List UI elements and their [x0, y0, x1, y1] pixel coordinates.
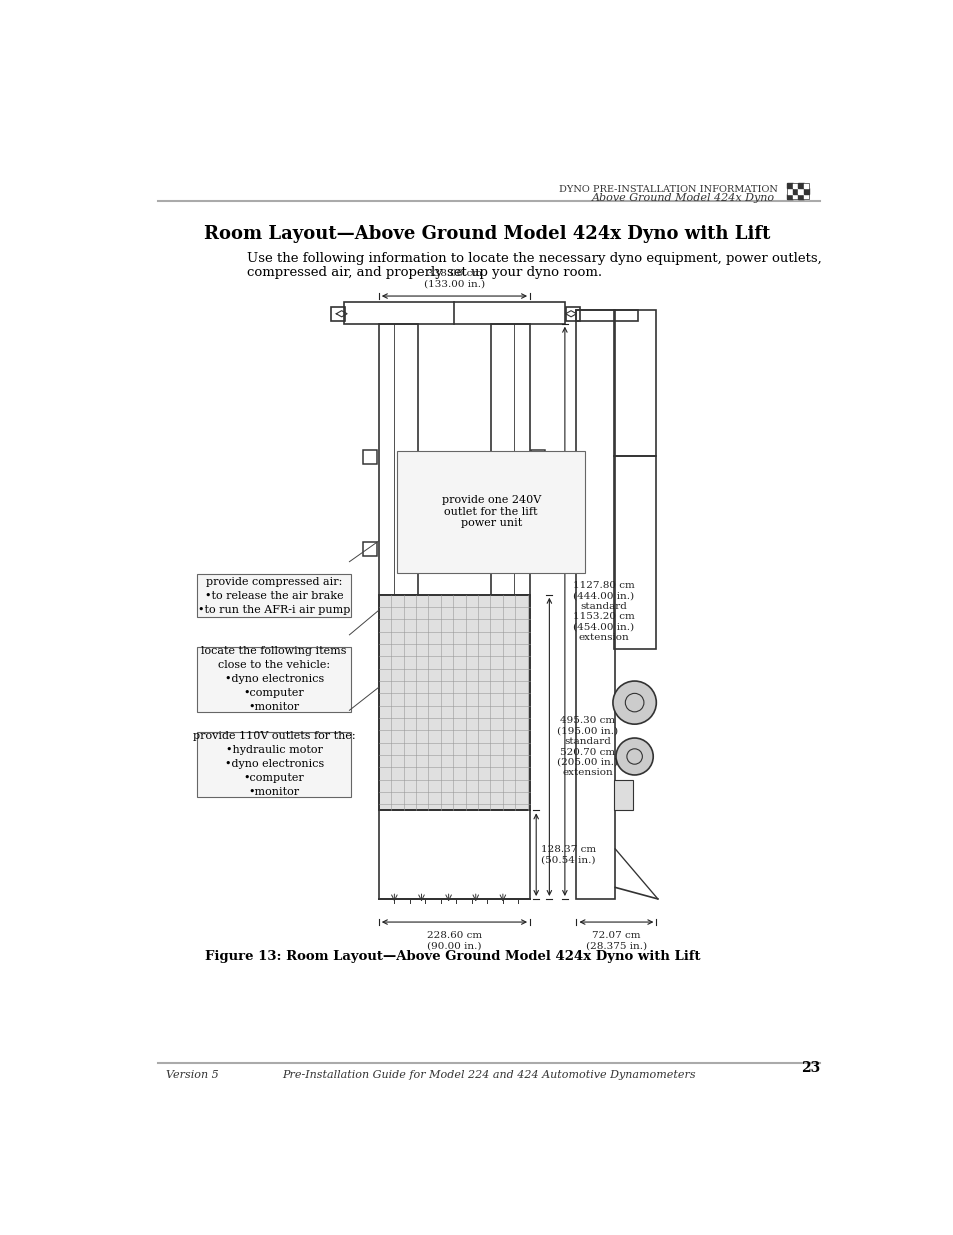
- Text: Above Ground Model 424x Dyno: Above Ground Model 424x Dyno: [591, 193, 774, 204]
- Text: 23: 23: [800, 1061, 819, 1074]
- Bar: [798, 183, 802, 188]
- Bar: [792, 188, 798, 194]
- Bar: [798, 188, 802, 194]
- Bar: [786, 194, 792, 199]
- Text: compressed air, and properly set up your dyno room.: compressed air, and properly set up your…: [247, 267, 601, 279]
- Text: provide one 240V
outlet for the lift
power unit: provide one 240V outlet for the lift pow…: [441, 495, 540, 529]
- Text: provide 110V outlets for the:
•hydraulic motor
•dyno electronics
•computer
•moni: provide 110V outlets for the: •hydraulic…: [193, 731, 355, 798]
- Bar: [802, 194, 808, 199]
- Text: 128.37 cm
(50.54 in.): 128.37 cm (50.54 in.): [540, 845, 596, 864]
- Text: 228.60 cm
(90.00 in.): 228.60 cm (90.00 in.): [426, 931, 481, 951]
- Text: DYNO PRE-INSTALLATION INFORMATION: DYNO PRE-INSTALLATION INFORMATION: [558, 184, 778, 194]
- Text: 338.00 cm
(133.00 in.): 338.00 cm (133.00 in.): [423, 269, 484, 288]
- Bar: [378, 324, 417, 595]
- FancyBboxPatch shape: [197, 647, 351, 711]
- Text: locate the following items
close to the vehicle:
•dyno electronics
•computer
•mo: locate the following items close to the …: [201, 646, 347, 713]
- Bar: [792, 183, 798, 188]
- Bar: [378, 595, 530, 810]
- Text: Version 5: Version 5: [166, 1070, 218, 1079]
- Bar: [378, 595, 530, 810]
- Text: Use the following information to locate the necessary dyno equipment, power outl: Use the following information to locate …: [247, 252, 821, 264]
- Text: Figure 13: Room Layout—Above Ground Model 424x Dyno with Lift: Figure 13: Room Layout—Above Ground Mode…: [205, 950, 700, 963]
- Text: Room Layout—Above Ground Model 424x Dyno with Lift: Room Layout—Above Ground Model 424x Dyno…: [204, 226, 770, 243]
- Text: provide compressed air:
•to release the air brake
•to run the AFR-i air pump: provide compressed air: •to release the …: [198, 577, 350, 615]
- Bar: [802, 183, 808, 188]
- Bar: [530, 542, 544, 556]
- Bar: [565, 306, 579, 321]
- Text: Pre-Installation Guide for Model 224 and 424 Automotive Dynamometers: Pre-Installation Guide for Model 224 and…: [282, 1070, 695, 1079]
- Bar: [363, 450, 377, 464]
- Circle shape: [612, 680, 656, 724]
- Bar: [576, 310, 638, 321]
- Text: 495.30 cm
(195.00 in.)
standard
520.70 cm
(205.00 in.)
extension: 495.30 cm (195.00 in.) standard 520.70 c…: [557, 716, 618, 777]
- FancyBboxPatch shape: [197, 732, 351, 797]
- Bar: [802, 188, 808, 194]
- Bar: [331, 306, 344, 321]
- Circle shape: [616, 739, 653, 776]
- Bar: [792, 194, 798, 199]
- FancyBboxPatch shape: [197, 574, 351, 618]
- Bar: [530, 450, 544, 464]
- Bar: [576, 310, 615, 899]
- Bar: [491, 324, 530, 595]
- Bar: [378, 810, 530, 899]
- Bar: [786, 183, 808, 199]
- Bar: [798, 194, 802, 199]
- Bar: [613, 310, 656, 456]
- Text: 72.07 cm
(28.375 in.): 72.07 cm (28.375 in.): [585, 931, 646, 951]
- Bar: [786, 183, 792, 188]
- Bar: [344, 303, 564, 324]
- Text: 1127.80 cm
(444.00 in.)
standard
1153.20 cm
(454.00 in.)
extension: 1127.80 cm (444.00 in.) standard 1153.20…: [572, 580, 634, 642]
- Bar: [363, 542, 377, 556]
- Bar: [786, 188, 792, 194]
- Bar: [613, 456, 656, 648]
- Bar: [613, 779, 633, 810]
